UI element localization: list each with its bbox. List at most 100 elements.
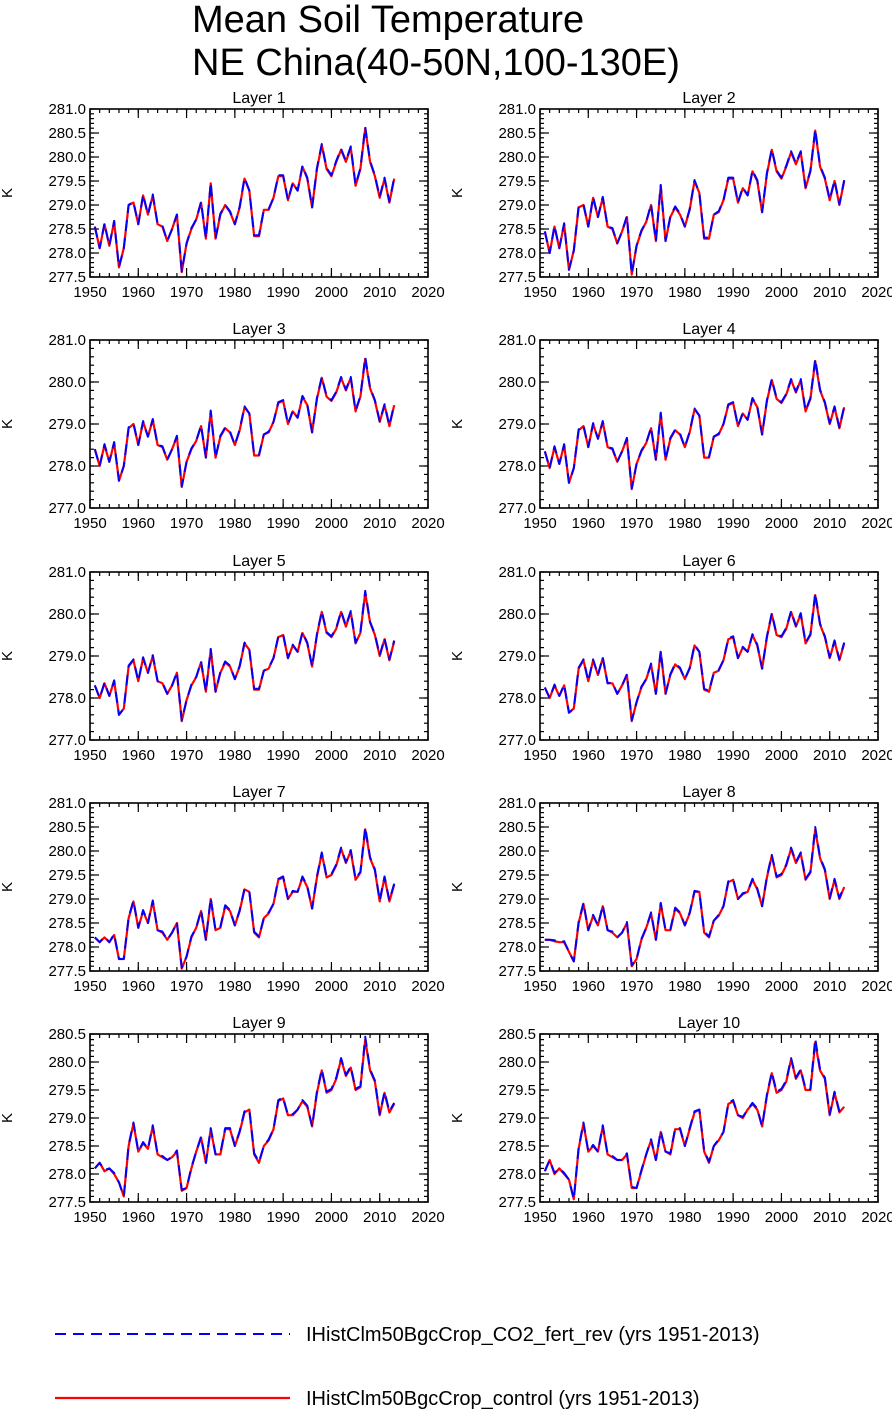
y-tick-label: 280.5 xyxy=(48,819,86,836)
panel-layer-10: Layer 10 K 277.5 278.0 278.5 279.0 279.5 280.0 2… xyxy=(449,1015,892,1226)
y-tick-label: 279.0 xyxy=(498,648,536,665)
series-line-co2-fert-rev-layer-7 xyxy=(94,826,396,969)
x-tick-label: 1980 xyxy=(218,284,251,301)
x-tick-label: 1950 xyxy=(73,1209,106,1226)
main-title-line2: NE China(40-50N,100-130E) xyxy=(192,42,680,84)
y-tick-label: 278.5 xyxy=(48,1138,86,1155)
y-tick-label: 279.0 xyxy=(48,416,86,433)
series-line-control-layer-7 xyxy=(94,828,396,970)
x-tick-label: 1950 xyxy=(73,284,106,301)
x-tick-label: 1960 xyxy=(572,978,605,995)
plot-frame-layer-2 xyxy=(539,108,879,278)
x-tick-label: 1980 xyxy=(218,747,251,764)
x-tick-label: 1990 xyxy=(266,978,299,995)
y-tick-label: 278.0 xyxy=(48,245,86,262)
y-tick-label: 277.0 xyxy=(48,500,86,517)
y-tick-label: 280.0 xyxy=(498,843,536,860)
y-tick-label: 278.0 xyxy=(48,690,86,707)
series-line-control-layer-5 xyxy=(93,591,396,723)
y-tick-label: 278.0 xyxy=(498,939,536,956)
series-line-control-layer-10 xyxy=(543,1041,846,1201)
y-tick-label: 280.5 xyxy=(48,1026,86,1043)
y-tick-label: 281.0 xyxy=(498,795,536,812)
x-tick-label: 1970 xyxy=(620,978,653,995)
y-tick-label: 279.5 xyxy=(48,173,86,190)
y-axis-label-layer-1: K xyxy=(0,188,16,198)
y-tick-label: 279.0 xyxy=(48,1110,86,1127)
series-line-control-layer-6 xyxy=(543,593,846,723)
x-tick-label: 1970 xyxy=(170,515,203,532)
plot-frame-layer-6 xyxy=(539,571,879,741)
x-tick-label: 2010 xyxy=(363,978,396,995)
plot-frame-layer-1 xyxy=(89,108,429,278)
y-tick-label: 281.0 xyxy=(498,332,536,349)
y-tick-label: 278.5 xyxy=(498,1138,536,1155)
x-tick-label: 1950 xyxy=(73,978,106,995)
x-tick-label: 1960 xyxy=(122,1209,155,1226)
x-tick-label: 1960 xyxy=(572,747,605,764)
x-tick-label: 2020 xyxy=(411,747,444,764)
y-axis-label-layer-3: K xyxy=(0,419,16,429)
panel-title-layer-5: Layer 5 xyxy=(232,553,285,570)
x-tick-label: 1990 xyxy=(716,747,749,764)
x-tick-label: 2000 xyxy=(315,747,348,764)
x-tick-label: 2010 xyxy=(813,978,846,995)
x-tick-label: 1960 xyxy=(122,284,155,301)
x-tick-label: 1970 xyxy=(170,747,203,764)
series-line-co2-fert-rev-layer-5 xyxy=(93,589,396,722)
series-line-co2-fert-rev-layer-3 xyxy=(93,355,396,488)
y-tick-label: 280.0 xyxy=(48,374,86,391)
x-tick-label: 1990 xyxy=(266,515,299,532)
y-tick-label: 277.0 xyxy=(498,500,536,517)
y-tick-label: 279.0 xyxy=(498,1110,536,1127)
y-tick-label: 280.5 xyxy=(48,125,86,142)
x-tick-label: 2010 xyxy=(363,747,396,764)
panel-title-layer-1: Layer 1 xyxy=(232,90,285,107)
y-tick-label: 279.0 xyxy=(498,416,536,433)
series-line-control-layer-8 xyxy=(544,828,846,968)
y-tick-label: 281.0 xyxy=(48,795,86,812)
y-tick-label: 280.0 xyxy=(48,149,86,166)
y-tick-label: 279.5 xyxy=(498,173,536,190)
y-axis-label-layer-10: K xyxy=(449,1113,466,1123)
x-tick-label: 2010 xyxy=(813,747,846,764)
y-tick-label: 278.0 xyxy=(498,690,536,707)
x-tick-label: 1970 xyxy=(620,515,653,532)
x-tick-label: 1950 xyxy=(73,515,106,532)
x-tick-label: 2010 xyxy=(363,515,396,532)
y-axis-label-layer-7: K xyxy=(0,882,16,892)
x-tick-label: 1960 xyxy=(122,747,155,764)
panel-layer-1: Layer 1 K 277.5 278.0 278.5 279.0 279.5 280.0 28… xyxy=(0,90,445,301)
x-tick-label: 1990 xyxy=(266,1209,299,1226)
x-tick-label: 1980 xyxy=(218,515,251,532)
x-tick-label: 2000 xyxy=(765,747,798,764)
y-tick-label: 279.5 xyxy=(498,867,536,884)
plot-frame-layer-3 xyxy=(89,339,429,509)
panel-title-layer-9: Layer 9 xyxy=(232,1015,285,1032)
plot-frame-layer-5 xyxy=(89,571,429,741)
x-tick-label: 2020 xyxy=(411,978,444,995)
y-tick-label: 280.0 xyxy=(48,606,86,623)
x-tick-label: 1950 xyxy=(523,1209,556,1226)
x-tick-label: 2020 xyxy=(411,515,444,532)
x-tick-label: 2000 xyxy=(765,978,798,995)
panel-layer-7: Layer 7 K 277.5 278.0 278.5 279.0 279.5 280.0 28… xyxy=(0,784,445,995)
x-tick-label: 1980 xyxy=(218,978,251,995)
series-line-co2-fert-rev-layer-6 xyxy=(543,592,846,722)
x-tick-label: 2010 xyxy=(813,1209,846,1226)
panels-grid: Layer 1 K 277.5 278.0 278.5 279.0 279.5 280.0 28… xyxy=(0,90,892,1226)
y-tick-label: 280.0 xyxy=(498,606,536,623)
y-tick-label: 277.5 xyxy=(498,1194,536,1211)
y-tick-label: 277.5 xyxy=(498,269,536,286)
y-tick-label: 278.0 xyxy=(498,1166,536,1183)
x-tick-label: 2000 xyxy=(315,284,348,301)
y-axis-label-layer-4: K xyxy=(449,419,466,429)
y-tick-label: 281.0 xyxy=(48,101,86,118)
x-tick-label: 2000 xyxy=(765,515,798,532)
panel-title-layer-10: Layer 10 xyxy=(678,1015,740,1032)
plot-frame-layer-8 xyxy=(539,802,879,972)
panel-title-layer-3: Layer 3 xyxy=(232,321,285,338)
x-tick-label: 2010 xyxy=(813,284,846,301)
x-tick-label: 1950 xyxy=(523,515,556,532)
panel-layer-8: Layer 8 K 277.5 278.0 278.5 279.0 279.5 280.0 28… xyxy=(449,784,892,995)
